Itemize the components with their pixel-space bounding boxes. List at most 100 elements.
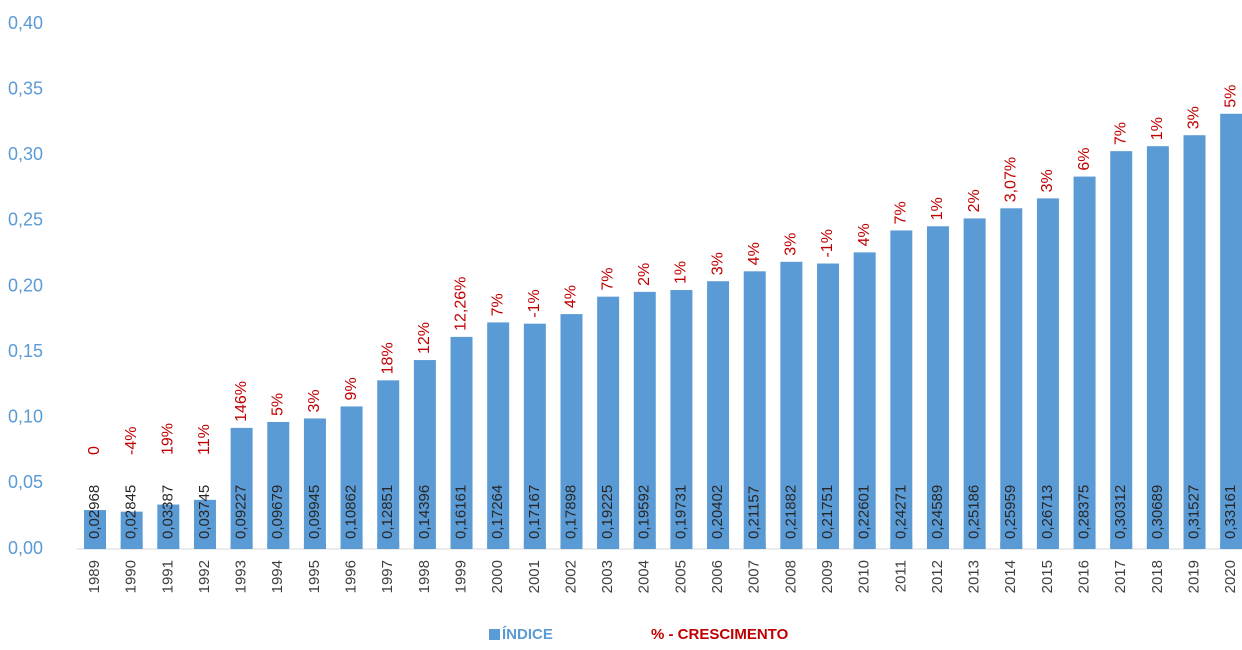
- value-label: 0,20402: [709, 485, 726, 539]
- growth-label: 12,26%: [453, 277, 470, 331]
- x-tick-label: 1996: [343, 560, 360, 593]
- growth-label: 18%: [379, 342, 396, 374]
- bar: [1000, 208, 1023, 549]
- bar: [890, 230, 913, 550]
- growth-label: 7%: [489, 293, 506, 316]
- x-tick-label: 2004: [636, 560, 653, 593]
- y-tick-label: 0,35: [8, 78, 43, 98]
- growth-label: 3%: [1039, 169, 1056, 192]
- value-label: 0,30312: [1112, 485, 1129, 539]
- growth-label: 1%: [929, 197, 946, 220]
- x-tick-label: 2011: [892, 560, 909, 592]
- base-strip: [963, 542, 986, 548]
- base-strip: [817, 542, 840, 548]
- base-strip: [377, 542, 400, 548]
- value-label: 0,22601: [856, 485, 873, 539]
- bar: [487, 322, 510, 549]
- value-label: 0,09227: [233, 485, 250, 539]
- value-label: 0,24589: [929, 485, 946, 539]
- y-tick-label: 0,00: [8, 538, 43, 558]
- y-tick-label: 0,10: [8, 407, 43, 427]
- x-tick-label: 1991: [159, 560, 176, 593]
- base-strip: [853, 542, 876, 548]
- bar: [267, 421, 290, 549]
- base-strip: [1110, 542, 1133, 548]
- bar: [523, 323, 546, 549]
- x-tick-label: 1995: [306, 560, 323, 593]
- value-label: 0,28375: [1076, 485, 1093, 539]
- bar: [1073, 176, 1096, 549]
- growth-label: 3%: [306, 389, 323, 412]
- value-label: 0,19731: [672, 485, 689, 539]
- x-tick-label: 1998: [416, 560, 433, 593]
- bar: [413, 360, 436, 549]
- value-label: 0,31527: [1185, 485, 1202, 539]
- value-label: 0,03387: [159, 485, 176, 539]
- value-label: 0,24271: [892, 485, 909, 539]
- x-tick-label: 2019: [1185, 560, 1202, 593]
- value-label: 0,09945: [306, 485, 323, 539]
- bar: [303, 418, 326, 549]
- bar: [120, 511, 143, 549]
- x-tick-label: 2020: [1222, 560, 1239, 593]
- growth-label: 1%: [673, 261, 690, 284]
- bar: [1220, 113, 1242, 549]
- growth-label: 19%: [160, 423, 177, 455]
- x-tick-label: 1997: [379, 560, 396, 593]
- y-tick-label: 0,05: [8, 472, 43, 492]
- bar: [1036, 198, 1059, 549]
- growth-label: 4%: [856, 223, 873, 246]
- y-tick-label: 0,30: [8, 144, 43, 164]
- growth-label: 7%: [1112, 122, 1129, 145]
- value-label: 0,02968: [86, 485, 103, 539]
- base-strip: [120, 542, 143, 548]
- value-label: 0,21157: [746, 486, 763, 539]
- bar: [597, 296, 620, 549]
- bar: [926, 226, 949, 549]
- base-strip: [890, 542, 913, 548]
- base-strip: [193, 542, 216, 548]
- value-label: 0,21882: [782, 485, 799, 539]
- bar: [780, 261, 803, 549]
- growth-label: 7%: [893, 201, 910, 224]
- base-strip: [487, 542, 510, 548]
- base-strip: [743, 542, 766, 548]
- growth-label: 4%: [563, 285, 580, 308]
- value-label: 0,33161: [1222, 485, 1239, 539]
- base-strip: [413, 542, 436, 548]
- x-tick-label: 1994: [269, 560, 286, 593]
- bar: [193, 499, 216, 549]
- legend-label: ÍNDICE: [502, 626, 553, 643]
- x-tick-label: 1989: [86, 560, 103, 593]
- bar: [340, 406, 363, 549]
- bar: [157, 504, 180, 549]
- bar: [1146, 146, 1169, 549]
- base-strip: [560, 542, 583, 548]
- bar: [633, 291, 656, 549]
- y-tick-label: 0,25: [8, 210, 43, 230]
- x-tick-label: 2002: [562, 560, 579, 593]
- value-label: 0,25959: [1002, 485, 1019, 539]
- growth-label: 5%: [1222, 85, 1239, 108]
- x-tick-label: 2015: [1039, 560, 1056, 593]
- base-strip: [633, 542, 656, 548]
- growth-label: 3%: [1186, 106, 1203, 129]
- x-tick-label: 2012: [929, 560, 946, 593]
- x-tick-label: 2008: [782, 560, 799, 593]
- bar: [1110, 151, 1133, 549]
- x-tick-label: 2000: [489, 560, 506, 593]
- base-strip: [340, 542, 363, 548]
- bar: [377, 380, 400, 549]
- x-tick-label: 2018: [1149, 560, 1166, 593]
- x-tick-label: 2001: [526, 560, 543, 593]
- value-label: 0,09679: [269, 485, 286, 539]
- growth-label: 1%: [1149, 117, 1166, 140]
- base-strip: [230, 542, 253, 548]
- value-label: 0,21751: [819, 485, 836, 539]
- growth-label: 5%: [269, 393, 286, 416]
- bar: [817, 263, 840, 549]
- value-label: 0,14396: [416, 485, 433, 539]
- x-tick-label: 1990: [123, 560, 140, 593]
- x-tick-label: 1992: [196, 560, 213, 593]
- base-strip: [1183, 542, 1206, 548]
